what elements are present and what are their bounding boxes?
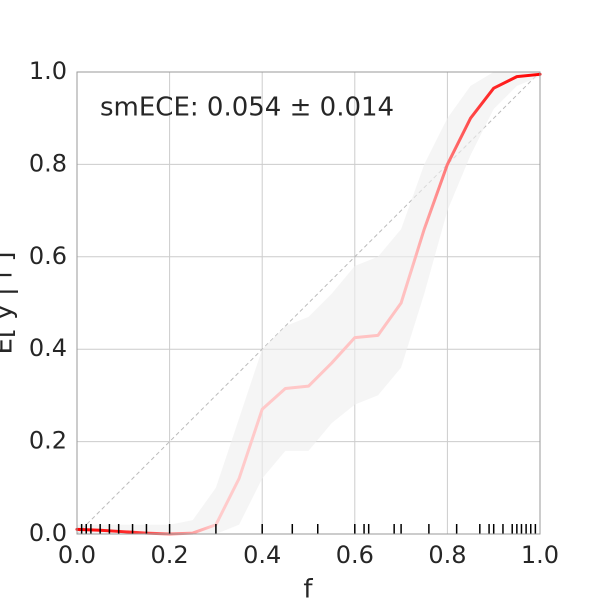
x-tick-label: 0.0 xyxy=(58,541,96,569)
axes-frame xyxy=(76,71,541,535)
x-tick-label: 0.2 xyxy=(151,541,189,569)
x-tick-label: 1.0 xyxy=(521,541,559,569)
y-tick-label: 0.0 xyxy=(29,519,67,547)
x-axis-label: f xyxy=(303,575,313,600)
x-tick-label: 0.6 xyxy=(336,541,374,569)
y-tick-label: 0.8 xyxy=(29,149,67,177)
y-tick-label: 0.2 xyxy=(29,427,67,455)
y-tick-label: 0.4 xyxy=(29,334,67,362)
x-tick-label: 0.8 xyxy=(428,541,466,569)
y-tick-label: 0.6 xyxy=(29,242,67,270)
confidence-band xyxy=(77,72,540,534)
x-tick-label: 0.4 xyxy=(243,541,281,569)
annotation: smECE: 0.054 ± 0.014 xyxy=(100,93,394,123)
y-tick-label: 1.0 xyxy=(29,57,67,85)
calibration-curve xyxy=(75,72,542,536)
y-axis-label: E[ y | f ] xyxy=(0,251,19,354)
